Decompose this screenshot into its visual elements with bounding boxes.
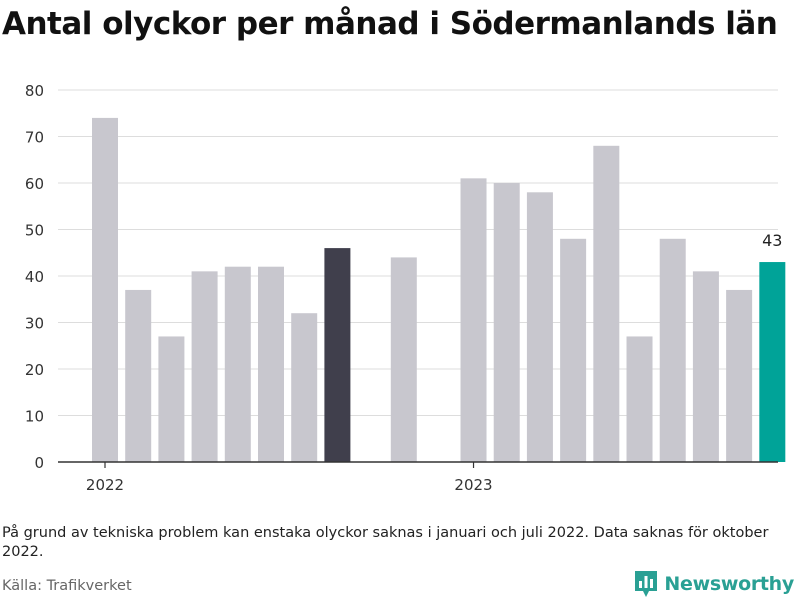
bar-2023-sep	[726, 289, 753, 462]
data-labels: 43	[762, 231, 782, 250]
y-tick-label: 50	[25, 222, 44, 240]
newsworthy-logo: Newsworthy	[634, 569, 794, 599]
bar-2023-apr	[560, 238, 587, 462]
y-tick-label: 70	[25, 129, 44, 147]
x-tick-label-2022: 2022	[86, 476, 124, 494]
bar-2022-feb	[125, 289, 152, 462]
bars	[92, 117, 786, 463]
bar-2022-mar	[158, 336, 185, 462]
bar-2022-apr	[191, 271, 218, 462]
bar-chart: 0 10 20 30 40 50 60 70 80 43 2022 2023	[25, 82, 786, 494]
bar-2023-jul	[659, 238, 686, 462]
bar-2023-mar	[526, 192, 553, 463]
footnote: På grund av tekniska problem kan enstaka…	[2, 525, 769, 560]
bar-2022-jul	[291, 313, 318, 462]
y-tick-label: 80	[25, 82, 44, 100]
y-tick-label: 20	[25, 361, 44, 379]
y-tick-label: 0	[34, 454, 44, 472]
bar-2022-aug	[324, 248, 351, 462]
y-axis-ticks: 0 10 20 30 40 50 60 70 80	[25, 82, 44, 472]
bar-2022-okt	[390, 257, 417, 462]
bar-2023-feb	[493, 183, 520, 462]
bar-2023-jun	[626, 336, 653, 462]
bar-2023-okt	[759, 262, 786, 462]
bar-2022-jan	[92, 117, 118, 463]
data-label-latest: 43	[762, 231, 782, 250]
bar-2023-aug	[692, 271, 719, 462]
bar-2023-maj	[593, 145, 620, 463]
source-credit: Källa: Trafikverket	[2, 578, 132, 594]
y-tick-label: 40	[25, 268, 44, 286]
x-axis-ticks: 2022 2023	[86, 462, 493, 494]
y-tick-label: 60	[25, 175, 44, 193]
newsworthy-logo-icon	[635, 571, 658, 597]
bar-2022-jun	[258, 266, 284, 462]
x-tick-label-2023: 2023	[454, 476, 492, 494]
y-tick-label: 30	[25, 315, 44, 333]
bar-2023-jan	[460, 178, 487, 462]
y-tick-label: 10	[25, 408, 44, 426]
chart-title: Antal olyckor per månad i Södermanlands …	[2, 6, 778, 42]
bar-2022-maj	[224, 266, 251, 462]
brand-name: Newsworthy	[664, 573, 794, 595]
